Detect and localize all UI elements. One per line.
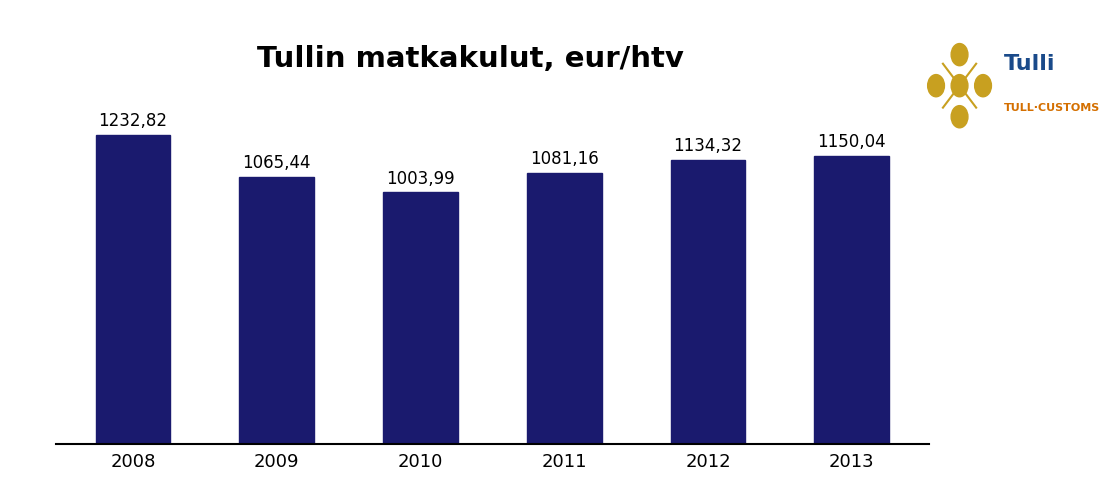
Bar [239,177,314,444]
Bar [670,160,745,444]
Text: Tulli: Tulli [1004,53,1055,74]
Text: 1232,82: 1232,82 [98,112,168,131]
Text: 1065,44: 1065,44 [243,154,311,172]
Text: 1081,16: 1081,16 [530,150,599,168]
Bar [527,173,602,444]
Text: 1003,99: 1003,99 [386,170,454,188]
Circle shape [951,43,968,66]
Bar [815,156,890,444]
Text: TULL·CUSTOMS: TULL·CUSTOMS [1004,103,1100,113]
Bar [383,192,458,444]
Circle shape [928,75,944,97]
Text: 1150,04: 1150,04 [817,133,886,151]
Text: 1134,32: 1134,32 [674,137,743,155]
Bar [95,135,170,444]
Circle shape [951,75,968,97]
Circle shape [951,106,968,128]
Text: Tullin matkakulut, eur/htv: Tullin matkakulut, eur/htv [256,45,684,74]
Circle shape [975,75,991,97]
